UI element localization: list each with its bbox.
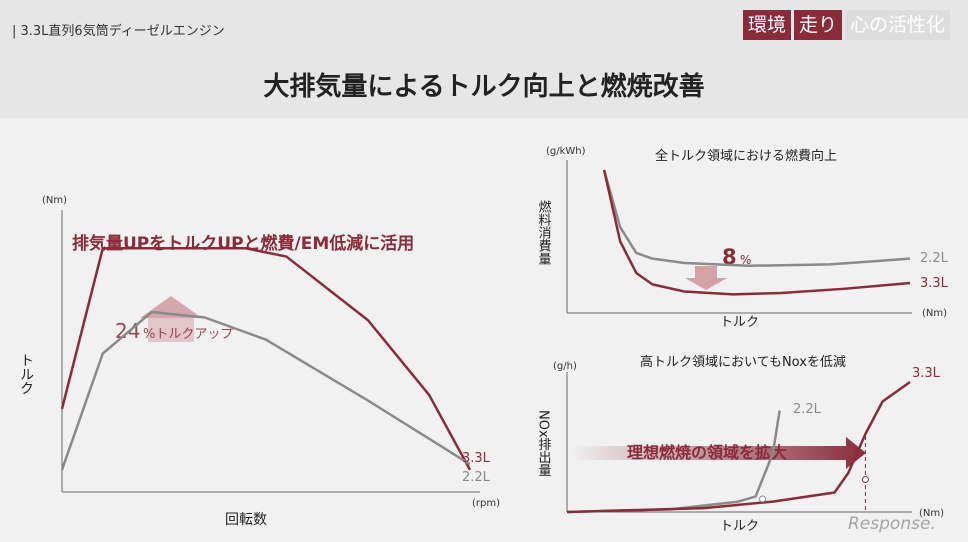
c1-xlabel: 回転数 [225, 512, 267, 528]
c3-label-2.2L: 2.2L [793, 402, 822, 417]
page-title: 大排気量によるトルク向上と燃焼改善 [263, 72, 705, 102]
c1-label-3.3L: 3.3L [462, 451, 491, 466]
c1-ylabel: トルク [18, 353, 34, 395]
c3-ylabel: NOx排出量 [536, 410, 552, 477]
c3-label-3.3L: 3.3L [912, 366, 941, 381]
c3-marker-point [759, 495, 767, 503]
c3-plot [566, 380, 911, 514]
c3-series-3.3L [566, 380, 911, 514]
tag-vitality: 心の活性化 [844, 10, 950, 40]
subtitle: | 3.3L直列6気筒ディーゼルエンジン [12, 24, 225, 39]
c1-series-2.2L [60, 310, 471, 471]
c1-y-unit: (Nm) [42, 195, 67, 206]
tag-driving: 走り [793, 10, 842, 40]
c3-x-unit: (Nm) [919, 508, 944, 519]
c2-series-3.3L [602, 169, 911, 296]
tag-group: 環境 走り 心の活性化 [742, 10, 950, 40]
c2-x-unit: (Nm) [922, 308, 947, 319]
c2-series-2.2L [602, 169, 911, 268]
c3-y-unit: (g/h) [553, 361, 577, 372]
c2-label-2.2L: 2.2L [920, 251, 949, 266]
c2-down-arrow [685, 266, 727, 290]
c3-marker-point [861, 476, 869, 483]
c1-plot [60, 246, 472, 471]
c1-title: 排気量UPをトルクUPと燃費/EM低減に活用 [72, 233, 414, 254]
c1-x-unit: (rpm) [472, 498, 500, 509]
c1-annotation-text: %トルクアップ [143, 327, 233, 342]
c3-title: 高トルク領域においてもNoxを低減 [640, 354, 846, 370]
c2-ylabel: 燃料消費量 [536, 199, 552, 265]
c1-up-arrow-body [148, 318, 194, 342]
c1-label-2.2L: 2.2L [462, 470, 491, 485]
response-watermark: Response. [848, 514, 936, 534]
c2-annotation-text: % [740, 253, 751, 267]
c3-annotation: 理想燃焼の領域を拡大 [627, 443, 787, 462]
c2-title: 全トルク領域における燃費向上 [655, 148, 837, 164]
c3-expand-arrow [570, 437, 866, 469]
c2-xlabel: トルク [720, 315, 759, 330]
c2-annotation-pct: 8 [722, 245, 737, 269]
c2-plot [602, 169, 911, 296]
c2-y-unit: (g/kWh) [546, 146, 586, 157]
tag-environment: 環境 [742, 10, 791, 40]
c1-series-3.3L [60, 246, 472, 471]
c2-label-3.3L: 3.3L [920, 276, 949, 291]
c3-xlabel: トルク [720, 519, 759, 534]
